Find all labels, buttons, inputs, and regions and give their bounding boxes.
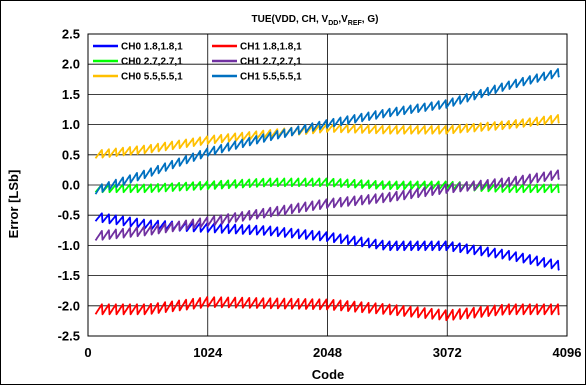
- y-tick-label: 1.5: [62, 87, 80, 102]
- x-axis-ticks: 0 1024 2048 3072 4096: [84, 345, 581, 360]
- legend-entry-label: CH0 2.7,2.7,1: [121, 57, 183, 68]
- series-line: [94, 68, 560, 195]
- y-tick-label: 0.0: [62, 178, 80, 193]
- x-tick-label: 2048: [313, 345, 342, 360]
- series-line: [94, 169, 560, 241]
- legend-entry-label: CH1 1.8,1.8,1: [240, 42, 302, 53]
- series-line: [94, 177, 560, 194]
- x-tick-label: 4096: [553, 345, 582, 360]
- y-tick-label: -0.5: [58, 208, 80, 223]
- x-tick-label: 0: [84, 345, 91, 360]
- legend-entry-label: CH0 1.8,1.8,1: [121, 42, 183, 53]
- y-tick-label: 1.0: [62, 117, 80, 132]
- y-tick-label: 0.5: [62, 147, 80, 162]
- y-tick-label: -2.0: [58, 298, 80, 313]
- y-tick-label: -2.5: [58, 329, 80, 344]
- chart-title: TUE(VDD, CH, VDD,VREF, G): [252, 14, 379, 27]
- series-line: [94, 114, 560, 159]
- y-tick-label: -1.0: [58, 238, 80, 253]
- y-tick-label: -1.5: [58, 268, 80, 283]
- y-axis-ticks: -2.5 -2.0 -1.5 -1.0 -0.5 0.0 0.5 1.0 1.5 2.0 2.5: [58, 27, 80, 344]
- plot-area-frame: [87, 33, 568, 337]
- series-line: [94, 296, 560, 322]
- x-tick-label: 3072: [433, 345, 462, 360]
- y-tick-label: 2.5: [62, 27, 80, 42]
- legend: CH0 1.8,1.8,1 CH1 1.8,1.8,1 CH0 2.7,2.7,1 C…: [93, 42, 302, 83]
- legend-entry-label: CH0 5.5,5.5,1: [121, 72, 183, 83]
- legend-entry-label: CH1 5.5,5.5,1: [240, 72, 302, 83]
- x-tick-label: 1024: [193, 345, 223, 360]
- y-tick-label: 2.0: [62, 57, 80, 72]
- y-axis-label: Error [LSb]: [6, 170, 21, 239]
- x-axis-label: Code: [312, 367, 345, 382]
- legend-entry-label: CH1 2.7,2.7,1: [240, 57, 302, 68]
- series-layer: [94, 68, 560, 322]
